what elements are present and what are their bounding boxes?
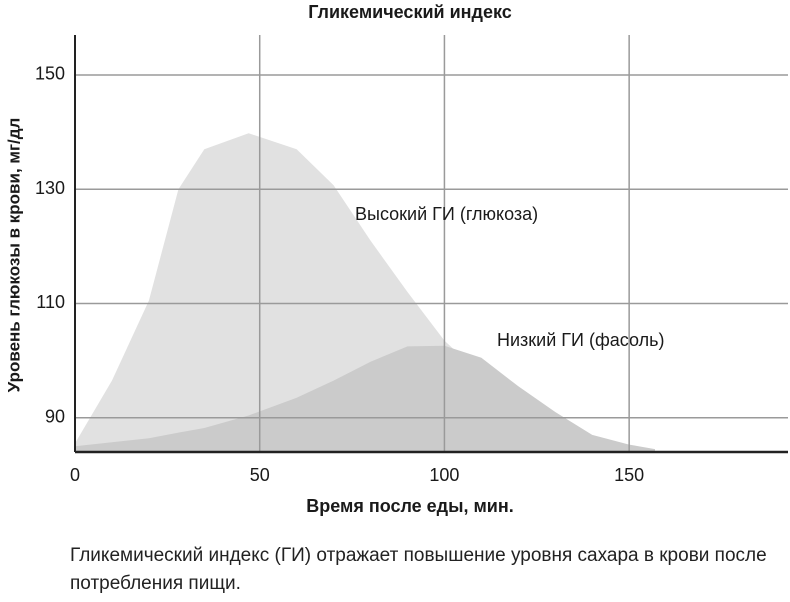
caption: Гликемический индекс (ГИ) отражает повыш… (70, 545, 767, 594)
x-tick-label: 50 (250, 465, 270, 485)
series-label: Высокий ГИ (глюкоза) (355, 204, 538, 224)
chart-title: Гликемический индекс (308, 2, 512, 22)
y-tick-label: 150 (35, 64, 65, 84)
y-tick-label: 90 (45, 406, 65, 426)
chart: Гликемический индекс Время после еды, ми… (4, 2, 788, 516)
y-axis-label: Уровень глюкозы в крови, мг/дл (4, 118, 23, 393)
series-label: Низкий ГИ (фасоль) (497, 330, 664, 350)
area (75, 345, 656, 452)
x-tick-label: 100 (429, 465, 459, 485)
x-axis-label: Время после еды, мин. (306, 496, 514, 516)
x-tick-label: 0 (70, 465, 80, 485)
area (75, 133, 656, 452)
y-tick-label: 130 (35, 178, 65, 198)
y-tick-label: 110 (36, 292, 65, 312)
x-tick-label: 150 (614, 465, 644, 485)
